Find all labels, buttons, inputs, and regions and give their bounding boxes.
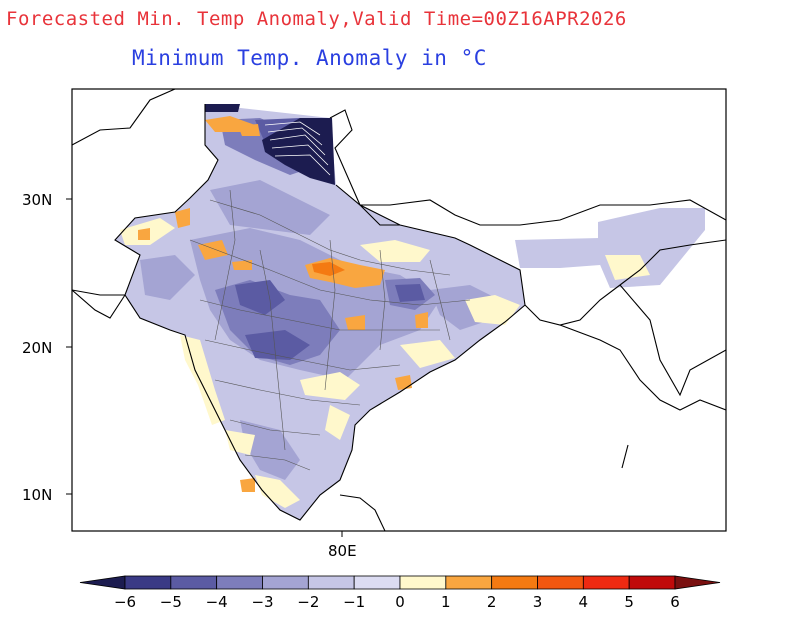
country-borders <box>72 89 726 531</box>
subtitle: Minimum Temp. Anomaly in °C <box>132 46 487 70</box>
anomaly-minus2-north <box>210 180 330 235</box>
anomaly-zero-bengal <box>465 295 520 325</box>
anomaly-plus2-mp <box>345 315 365 330</box>
colorbar-bin-12 <box>628 575 676 590</box>
western-coast-pak <box>72 289 126 319</box>
lat-label-20n: 20N <box>22 339 52 357</box>
colorbar-bin-5 <box>307 575 355 590</box>
colorbar-bin-8 <box>445 575 493 590</box>
colorbar-label: −4 <box>206 593 228 611</box>
main-title: Forecasted Min. Temp Anomaly,Valid Time=… <box>6 8 627 30</box>
myanmar-coast <box>559 324 726 411</box>
anomaly-field <box>72 89 726 531</box>
colorbar-label: 6 <box>670 593 680 611</box>
anomaly-plus3-central-north <box>312 262 345 276</box>
colorbar-label: −3 <box>251 593 273 611</box>
colorbar-label: −5 <box>160 593 182 611</box>
anomaly-plus2-sw <box>240 478 255 492</box>
colorbar-label: 1 <box>441 593 451 611</box>
anomaly-ne-east <box>515 238 600 268</box>
tibet-border <box>360 199 726 226</box>
colorbar-label: −6 <box>114 593 136 611</box>
colorbar-label: −1 <box>343 593 365 611</box>
colorbar-bin-10 <box>537 575 584 590</box>
afghan-border <box>72 104 219 296</box>
anomaly-plus2-west <box>138 228 150 240</box>
indochina-border <box>619 284 726 397</box>
anomaly-plus2-up <box>198 240 228 260</box>
anomaly-zero-south <box>255 475 300 508</box>
china-border <box>329 109 361 206</box>
andaman-mark <box>621 444 629 469</box>
anomaly-minus4-west <box>235 280 285 315</box>
colorbar-label: 0 <box>395 593 405 611</box>
colorbar-bin-6 <box>353 575 401 590</box>
anomaly-plus2-odisha <box>415 312 428 328</box>
anomaly-minus4-east <box>395 284 425 302</box>
colorbar-bin-1 <box>124 575 172 590</box>
pakistan-border <box>72 89 176 146</box>
colorbar-label: 2 <box>487 593 497 611</box>
colorbar-label: −2 <box>297 593 319 611</box>
colorbar-bin-3 <box>216 575 263 590</box>
colorbar-upper-extend <box>674 575 721 590</box>
nepal-border <box>359 204 400 226</box>
anomaly-minus6-kashmir <box>262 118 335 185</box>
colorbar-label: 3 <box>533 593 543 611</box>
kashmir-contours <box>264 121 331 176</box>
internal-boundaries <box>189 189 471 471</box>
anomaly-minus6-top <box>205 104 240 112</box>
map-frame <box>71 88 727 532</box>
lat-label-10n: 10N <box>22 486 52 504</box>
lon-label-80e: 80E <box>328 542 357 560</box>
colorbar-bin-11 <box>582 575 630 590</box>
colorbar-label: 4 <box>579 593 589 611</box>
anomaly-zero-gangetic <box>360 240 430 262</box>
anomaly-ne-yellow <box>605 255 650 280</box>
anomaly-plus2-rajasthan <box>175 208 190 228</box>
anomaly-zero-southeast <box>325 405 350 440</box>
colorbar-bin-4 <box>262 575 309 590</box>
india-coastline <box>124 184 526 521</box>
anomaly-zero-east-coast <box>400 340 455 368</box>
srilanka-outline <box>339 494 386 531</box>
lat-label-30n: 30N <box>22 191 52 209</box>
colorbar-lower-extend <box>79 575 126 590</box>
colorbar-bin-9 <box>491 575 538 590</box>
colorbar-bin-2 <box>170 575 218 590</box>
anomaly-minus2-west <box>140 255 195 300</box>
colorbar-bin-7 <box>399 575 447 590</box>
anomaly-plus2-gujarat <box>232 260 252 270</box>
anomaly-plus2-kashmir-b <box>238 124 260 136</box>
colorbar: −6 −5 −4 −3 −2 −1 0 1 2 3 4 5 6 <box>79 575 721 611</box>
anomaly-zero-deccan <box>300 372 360 400</box>
lat-ticks: 30N 20N 10N <box>22 191 72 504</box>
lon-ticks: 80E <box>328 531 357 560</box>
colorbar-label: 5 <box>624 593 634 611</box>
anomaly-zero-kerala <box>225 430 255 455</box>
myanmar-border <box>524 239 726 326</box>
